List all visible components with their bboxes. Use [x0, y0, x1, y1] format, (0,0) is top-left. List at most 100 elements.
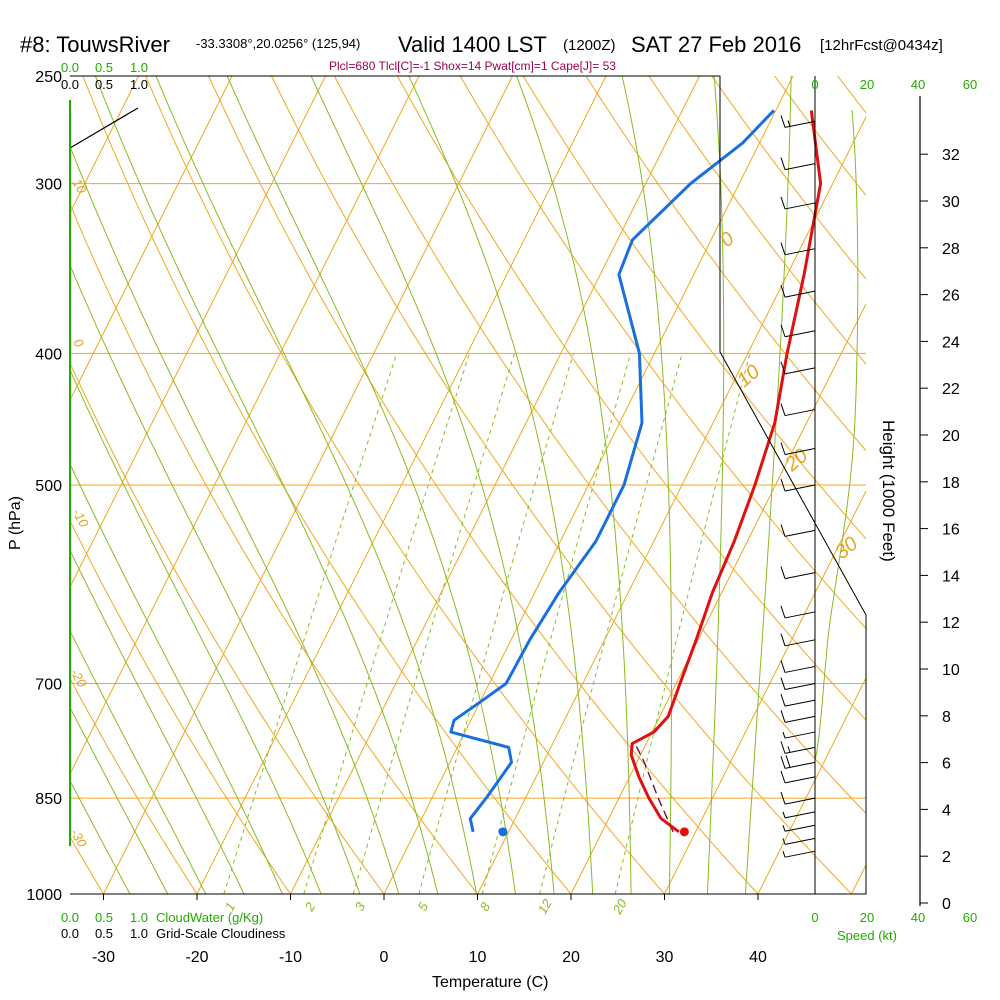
wind-barb: [780, 694, 816, 707]
forecast-info: [12hrFcst@0434z]: [820, 37, 943, 54]
height-tick-label: 18: [942, 475, 960, 492]
wind-barb-staff: [784, 699, 816, 707]
wind-barb: [782, 731, 816, 739]
cloudiness-tick-bottom: 0.0: [61, 926, 79, 941]
height-tick-label: 16: [942, 522, 960, 539]
wind-barb-flag: [780, 660, 786, 673]
moist-adiabat-line: [155, 76, 478, 894]
wind-barb-staff: [784, 811, 816, 819]
wind-barb: [780, 677, 816, 691]
wind-barb: [782, 837, 816, 845]
moist-adiabat-line: [70, 368, 322, 894]
cloudiness-tick-top: 0.0: [61, 77, 79, 92]
height-tick-label: 32: [942, 147, 960, 164]
wind-barb: [780, 770, 816, 784]
wind-barb-staff: [784, 202, 816, 210]
wind-barb: [780, 403, 816, 417]
wind-barb: [780, 605, 816, 619]
dry-adiabat-line: [70, 361, 385, 894]
wind-barb-staff: [784, 683, 816, 691]
dry-adiabat-line: [70, 677, 198, 894]
wind-barb-half: [782, 838, 786, 845]
wind-barb-flag: [785, 755, 791, 768]
speed-tick-bottom: 20: [860, 910, 874, 925]
sounding-params: Plcl=680 Tlcl[C]=-1 Shox=14 Pwat[cm]=1 C…: [329, 59, 616, 73]
temperature-tick-label: -10: [279, 949, 302, 966]
dry-adiabat-line: [70, 202, 479, 894]
mixing-ratio-label: 20: [609, 896, 630, 918]
height-tick-label: 0: [942, 896, 951, 913]
cloudwater-tick-bottom: 0.5: [95, 910, 113, 925]
upper-left-line: [69, 107, 139, 149]
speed-tick-top: 40: [911, 77, 925, 92]
temperature-tick-label: 20: [562, 949, 580, 966]
moist-adiabat-line: [94, 76, 439, 894]
cloudwater-tick-top: 0.0: [61, 60, 79, 75]
sounding-profiles: [69, 107, 823, 837]
wind-barb-staff: [784, 665, 816, 673]
surface-temp-dot: [679, 827, 689, 837]
moist-adiabat-line: [621, 76, 672, 894]
cloudwater-tick-bottom: 1.0: [130, 910, 148, 925]
temperature-tick-label: 10: [469, 949, 487, 966]
isotherm-label: 10: [733, 361, 764, 392]
isotherm-line: [103, 76, 513, 894]
wind-barb: [780, 157, 816, 171]
wind-barb-flag: [780, 756, 786, 769]
wind-barb-staff: [784, 163, 816, 171]
dry-adiabat-line: [882, 52, 1000, 923]
valid-time: Valid 1400 LST: [398, 32, 547, 57]
wind-barb-flag: [780, 605, 786, 619]
dry-adiabat-line: [774, 76, 866, 197]
speed-tick-bottom: 40: [911, 910, 925, 925]
wind-barb: [780, 242, 816, 256]
temperature-tick-label: 0: [380, 949, 389, 966]
height-tick-label: 28: [942, 241, 960, 258]
dry-adiabat-line: [396, 76, 866, 721]
isotherm-line: [70, 76, 420, 776]
wind-barb: [780, 660, 816, 673]
isotherm-label: 20: [780, 445, 812, 477]
wind-barb-flag: [780, 196, 786, 210]
mixing-ratio-line: [418, 353, 574, 894]
moist-adiabat-line: [516, 76, 632, 894]
height-tick-label: 26: [942, 288, 960, 305]
height-tick-label: 12: [942, 615, 960, 632]
isotherm-line: [196, 76, 607, 894]
temperature-tick-label: 30: [656, 949, 674, 966]
moist-adiabat-line: [408, 76, 594, 894]
cloudwater-tick-top: 0.5: [95, 60, 113, 75]
speed-tick-bottom: 0: [811, 910, 818, 925]
wind-barb: [780, 361, 816, 375]
wind-barbs: [780, 109, 859, 858]
cloudwater-tick-bottom: 0.0: [61, 910, 79, 925]
isotherm-line: [383, 76, 794, 894]
cloudwater-label: CloudWater (g/Kg): [156, 910, 263, 925]
wind-barb-flag: [780, 442, 786, 455]
station-title: #8: TouwsRiver: [20, 32, 170, 57]
moist-adiabat-line: [70, 145, 400, 894]
wind-barb: [780, 524, 816, 537]
isotherm-label: 0: [716, 228, 739, 252]
moist-adiabat-line: [70, 629, 207, 894]
mixing-ratio-label: 5: [415, 899, 432, 913]
wind-barb-flag: [780, 285, 786, 298]
wind-barb-staff: [784, 409, 816, 417]
height-tick-label: 4: [942, 802, 951, 819]
wind-barb-staff: [784, 731, 816, 739]
wind-barb-staff: [784, 850, 816, 858]
wind-barb-flag: [780, 566, 786, 579]
wind-barb-half: [782, 825, 786, 832]
wind-barb-flag: [780, 710, 786, 723]
wind-barb-flag: [780, 677, 786, 690]
wind-barb: [780, 324, 816, 338]
dry-adiabat-line: [585, 76, 866, 452]
wind-barb-flag: [780, 524, 786, 537]
plot-border: [70, 75, 867, 895]
wind-barb: [782, 811, 816, 819]
wind-barb-staff: [784, 639, 816, 647]
wind-barb-half: [782, 731, 786, 739]
dry-adiabat-line: [82, 76, 572, 894]
isotherm-line: [757, 676, 866, 894]
